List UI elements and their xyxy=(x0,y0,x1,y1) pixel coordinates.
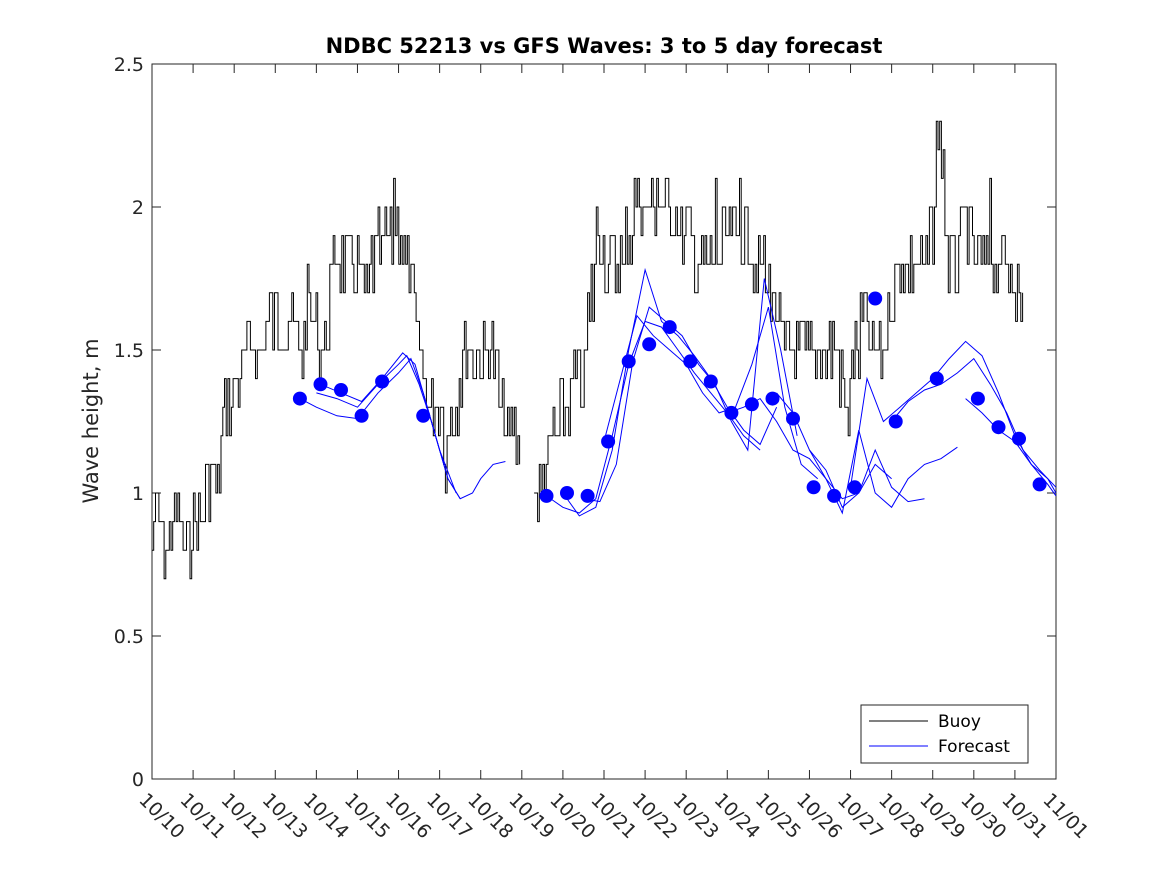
forecast-point xyxy=(313,377,328,392)
forecast-point xyxy=(539,488,554,503)
y-axis-label: Wave height, m xyxy=(79,338,103,503)
series-layer xyxy=(152,120,1057,580)
forecast-point xyxy=(703,374,718,389)
y-tick-label: 0.5 xyxy=(114,626,144,648)
forecast-line xyxy=(891,357,1057,488)
chart-title: NDBC 52213 vs GFS Waves: 3 to 5 day fore… xyxy=(326,34,883,58)
forecast-point xyxy=(334,383,348,397)
forecast-point xyxy=(1032,477,1047,492)
forecast-line xyxy=(776,392,925,509)
y-tick-label: 2 xyxy=(132,197,144,219)
forecast-point xyxy=(724,405,739,420)
forecast-line xyxy=(583,278,798,503)
legend-box xyxy=(860,704,1029,764)
forecast-point xyxy=(991,420,1006,435)
forecast-point xyxy=(970,391,985,406)
forecast-point xyxy=(888,414,903,429)
forecast-point xyxy=(744,397,759,412)
plot-area xyxy=(151,63,1057,780)
forecast-point xyxy=(786,411,800,426)
forecast-point xyxy=(1012,431,1026,446)
y-tick-label: 2.5 xyxy=(114,54,144,76)
y-tick-label: 1.5 xyxy=(114,340,144,362)
y-tick-label: 1 xyxy=(132,483,144,505)
forecast-point xyxy=(621,354,636,369)
forecast-point xyxy=(292,391,307,406)
forecast-line xyxy=(603,306,819,480)
forecast-point xyxy=(416,408,431,423)
forecast-point xyxy=(827,488,842,503)
forecast-point xyxy=(765,391,780,406)
y-tick-label: 0 xyxy=(132,769,144,791)
y-axis: 0 0.5 1 1.5 2 2.5 xyxy=(114,54,1056,791)
forecast-point xyxy=(847,480,862,495)
buoy-line xyxy=(534,120,1024,523)
forecast-point xyxy=(601,434,616,449)
forecast-point xyxy=(929,371,944,386)
forecast-point xyxy=(354,408,369,423)
forecast-line xyxy=(546,320,761,514)
forecast-point xyxy=(683,354,698,369)
forecast-point xyxy=(662,320,677,335)
legend-buoy-label: Buoy xyxy=(938,712,981,732)
forecast-point xyxy=(580,488,595,503)
forecast-point xyxy=(868,291,883,306)
forecast-point xyxy=(642,337,657,352)
forecast-point xyxy=(806,480,821,495)
forecast-point xyxy=(560,486,574,500)
forecast-point xyxy=(375,374,390,389)
forecast-line xyxy=(850,340,1057,494)
buoy-line xyxy=(152,177,521,580)
legend: Buoy Forecast xyxy=(860,704,1029,764)
forecast-line xyxy=(320,352,457,494)
legend-forecast-label: Forecast xyxy=(938,737,1010,757)
